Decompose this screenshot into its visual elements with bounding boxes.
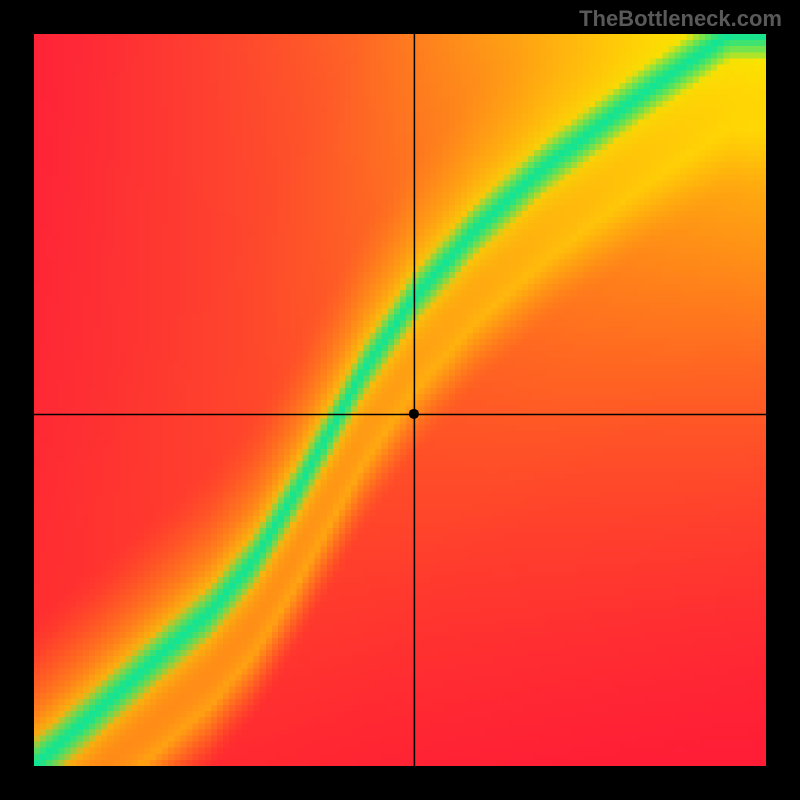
watermark-label: TheBottleneck.com — [579, 6, 782, 32]
overlay-canvas — [34, 34, 766, 766]
chart-container: TheBottleneck.com — [0, 0, 800, 800]
